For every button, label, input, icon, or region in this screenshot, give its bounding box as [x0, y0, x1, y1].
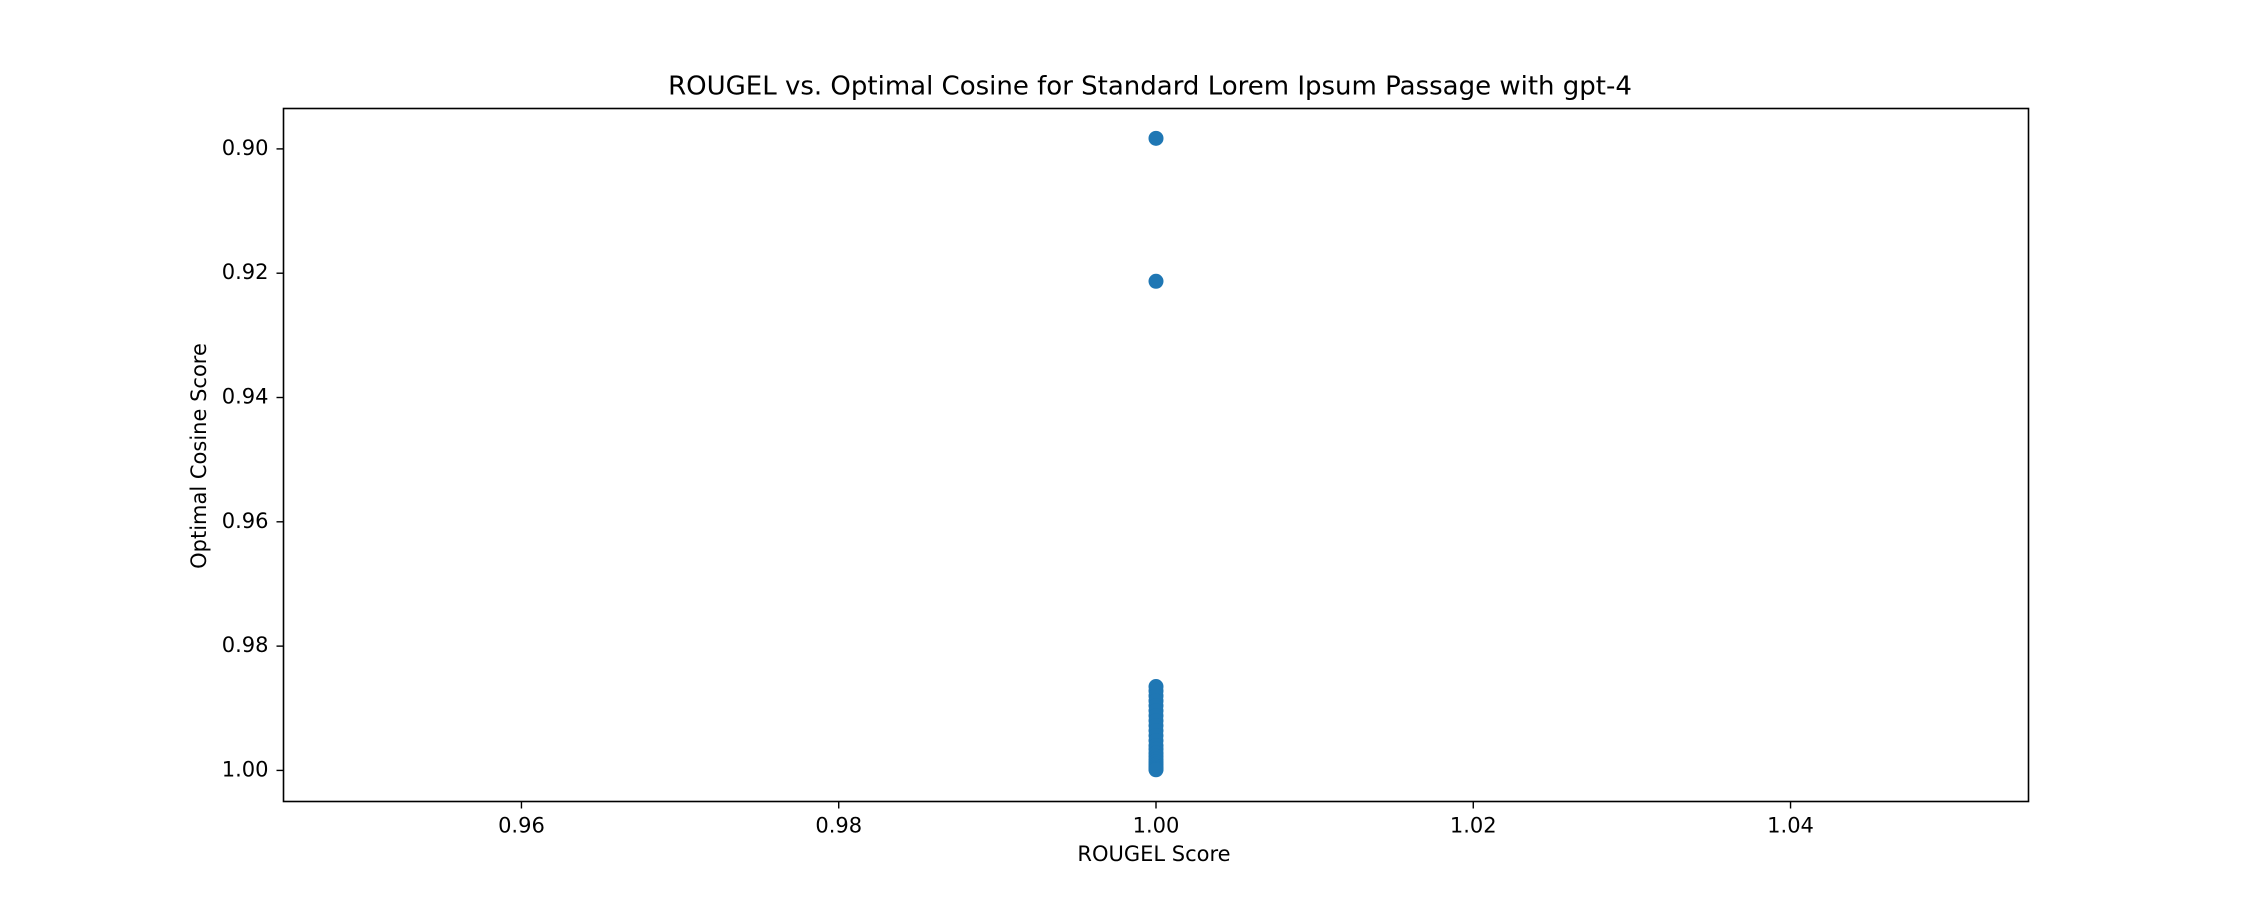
x-tick-label: 0.98	[815, 814, 862, 838]
y-tick-label: 0.90	[222, 136, 269, 160]
y-tick-label: 0.96	[222, 509, 269, 533]
y-tick-label: 1.00	[222, 757, 269, 781]
y-tick-label: 0.98	[222, 633, 269, 657]
scatter-point	[1148, 273, 1164, 289]
x-tick-label: 1.02	[1450, 814, 1497, 838]
y-tick-label: 0.94	[222, 385, 269, 409]
plot-area	[1148, 130, 1164, 778]
x-tick-label: 0.96	[498, 814, 545, 838]
scatter-point	[1148, 130, 1164, 146]
chart-title: ROUGEL vs. Optimal Cosine for Standard L…	[668, 72, 1632, 102]
x-axis: 0.96 0.98 1.00 1.02 1.04	[498, 801, 1814, 838]
y-axis: 0.90 0.92 0.94 0.96 0.98 1.00	[222, 136, 284, 781]
x-tick-label: 1.04	[1767, 814, 1814, 838]
x-tick-label: 1.00	[1133, 814, 1180, 838]
scatter-point	[1148, 762, 1164, 778]
y-axis-label: Optimal Cosine Score	[187, 343, 211, 569]
x-axis-label: ROUGEL Score	[1077, 842, 1230, 866]
y-tick-label: 0.92	[222, 260, 269, 284]
